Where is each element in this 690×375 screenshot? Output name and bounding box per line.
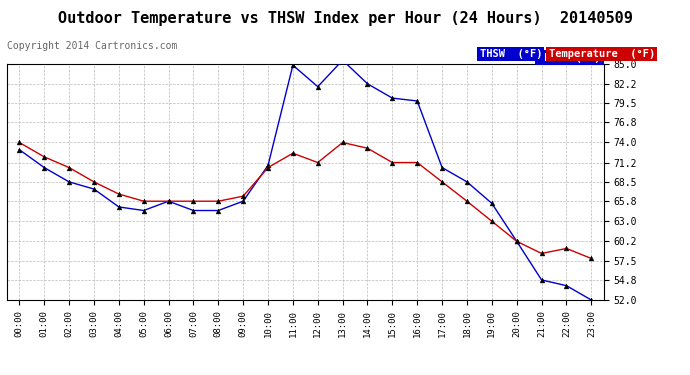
Text: Copyright 2014 Cartronics.com: Copyright 2014 Cartronics.com [7, 41, 177, 51]
Text: THSW  (°F): THSW (°F) [538, 53, 601, 63]
Text: Temperature  (°F): Temperature (°F) [549, 50, 655, 59]
Text: Outdoor Temperature vs THSW Index per Hour (24 Hours)  20140509: Outdoor Temperature vs THSW Index per Ho… [57, 11, 633, 26]
Text: THSW  (°F): THSW (°F) [480, 50, 542, 59]
